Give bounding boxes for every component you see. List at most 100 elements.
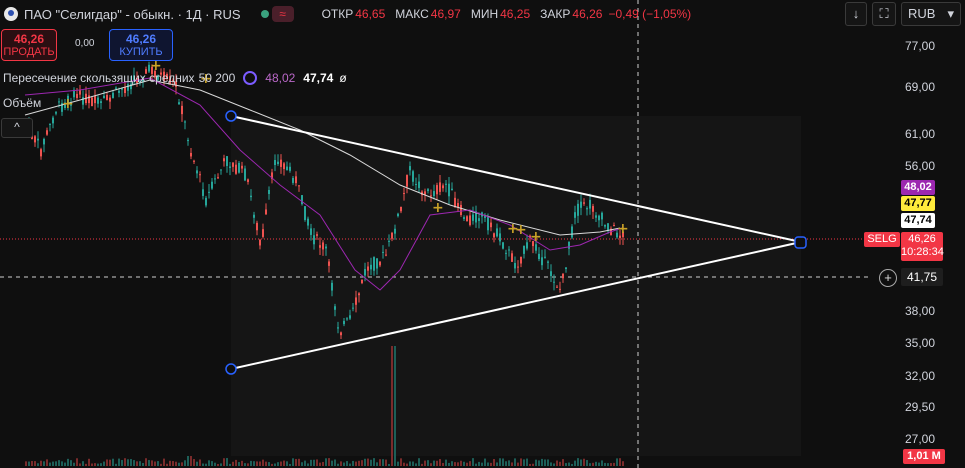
volume-bar bbox=[436, 460, 438, 466]
price-axis[interactable]: 77,00 69,00 61,00 56,00 38,00 35,00 32,0… bbox=[868, 0, 965, 468]
volume-bar bbox=[226, 458, 228, 466]
symbol-header: ПАО "Селигдар" - обыкн. · 1Д · RUS ≈ ОТК… bbox=[0, 0, 840, 28]
candle-body bbox=[322, 242, 324, 250]
volume-bar bbox=[274, 463, 276, 466]
volume-bar bbox=[199, 459, 201, 466]
volume-bar bbox=[58, 460, 60, 466]
volume-bar bbox=[385, 459, 387, 466]
volume-bar bbox=[382, 459, 384, 466]
candle-body bbox=[397, 213, 399, 217]
candle-body bbox=[118, 90, 120, 93]
volume-bar bbox=[322, 461, 324, 466]
candle-body bbox=[334, 306, 336, 310]
candle-body bbox=[517, 266, 519, 268]
candle-body bbox=[226, 156, 228, 166]
volume-bar bbox=[61, 461, 63, 466]
triangle-handle-top[interactable] bbox=[225, 110, 237, 122]
candle-body bbox=[187, 139, 189, 142]
candle-body bbox=[559, 288, 561, 290]
volume-bar bbox=[562, 459, 564, 466]
add-alert-plus-icon[interactable]: + bbox=[879, 269, 897, 287]
wave-icon[interactable]: ≈ bbox=[271, 6, 294, 22]
candle-body bbox=[343, 320, 345, 325]
candle-body bbox=[145, 69, 147, 74]
volume-bar bbox=[247, 463, 249, 466]
volume-bar bbox=[331, 460, 333, 466]
candle-body bbox=[598, 215, 600, 221]
candle-body bbox=[232, 162, 234, 167]
volume-bar bbox=[196, 461, 198, 466]
candle-body bbox=[55, 112, 57, 114]
bar-countdown: 10:28:34 bbox=[901, 246, 944, 258]
candle-body bbox=[280, 159, 282, 167]
candle-body bbox=[409, 166, 411, 171]
volume-indicator-legend[interactable]: Объём bbox=[3, 96, 42, 110]
volume-bar bbox=[571, 463, 573, 466]
indicator-loading-icon bbox=[243, 71, 258, 85]
volume-bar bbox=[484, 458, 486, 466]
symbol-title[interactable]: ПАО "Селигдар" - обыкн. · 1Д · RUS bbox=[24, 6, 241, 22]
volume-bar bbox=[310, 459, 312, 466]
volume-bar bbox=[421, 463, 423, 466]
candle-body bbox=[613, 224, 615, 226]
download-arrow-icon[interactable]: ↓ bbox=[845, 2, 867, 26]
volume-bar bbox=[136, 461, 138, 466]
candle-body bbox=[478, 218, 480, 222]
candle-body bbox=[46, 130, 48, 135]
candle-body bbox=[349, 315, 351, 319]
volume-bar bbox=[499, 458, 501, 466]
candle-body bbox=[439, 182, 441, 192]
volume-bar bbox=[400, 458, 402, 466]
candle-body bbox=[391, 232, 393, 239]
volume-bar bbox=[505, 461, 507, 466]
volume-bar bbox=[604, 462, 606, 466]
sell-button[interactable]: 46,26 ПРОДАТЬ bbox=[1, 29, 57, 61]
candle-body bbox=[37, 138, 39, 141]
collapse-legend-button[interactable]: ^ bbox=[1, 118, 33, 138]
candle-body bbox=[475, 211, 477, 223]
fullscreen-icon[interactable]: ⛶ bbox=[872, 2, 896, 26]
volume-bar bbox=[298, 458, 300, 466]
candle-body bbox=[538, 253, 540, 260]
buy-button[interactable]: 46,26 КУПИТЬ bbox=[109, 29, 173, 61]
volume-bar bbox=[592, 462, 594, 466]
candle-body bbox=[166, 74, 168, 79]
currency-select[interactable]: RUB ▾ bbox=[901, 2, 961, 26]
spread-value: 0,00 bbox=[75, 38, 95, 49]
ma-cross-marker-icon: + bbox=[515, 222, 527, 238]
candle-body bbox=[487, 216, 489, 231]
triangle-handle-bottom[interactable] bbox=[225, 363, 237, 375]
volume-bar bbox=[25, 461, 27, 466]
ma-cross-indicator-legend[interactable]: Пересечение скользящих средних 50 200 48… bbox=[3, 71, 347, 85]
candle-body bbox=[244, 168, 246, 181]
volume-bar bbox=[496, 462, 498, 466]
candle-body bbox=[94, 95, 96, 104]
volume-price-badge: 1,01 M bbox=[903, 449, 945, 464]
volume-bar bbox=[535, 459, 537, 466]
volume-bar bbox=[286, 461, 288, 466]
candle-body bbox=[241, 165, 243, 169]
candle-body bbox=[127, 84, 129, 91]
candle-body bbox=[154, 70, 156, 78]
volume-bar bbox=[478, 461, 480, 466]
seligdar-logo-icon bbox=[4, 7, 18, 21]
candle-body bbox=[616, 232, 618, 238]
ma-fast-value: 48,02 bbox=[265, 71, 296, 85]
candle-body bbox=[250, 195, 252, 198]
volume-bar bbox=[340, 461, 342, 466]
volume-bar bbox=[598, 462, 600, 466]
candle-body bbox=[433, 191, 435, 196]
candle-body bbox=[520, 256, 522, 264]
candle-body bbox=[574, 212, 576, 218]
ohlc-low-value: 46,25 bbox=[500, 7, 531, 21]
candle-body bbox=[169, 76, 171, 85]
triangle-handle-apex[interactable] bbox=[794, 236, 807, 249]
candle-body bbox=[319, 245, 321, 248]
volume-bar bbox=[583, 458, 585, 466]
candle-body bbox=[160, 72, 162, 75]
volume-bar bbox=[346, 461, 348, 466]
volume-bar bbox=[301, 462, 303, 466]
candle-body bbox=[604, 224, 606, 227]
candle-body bbox=[427, 189, 429, 192]
